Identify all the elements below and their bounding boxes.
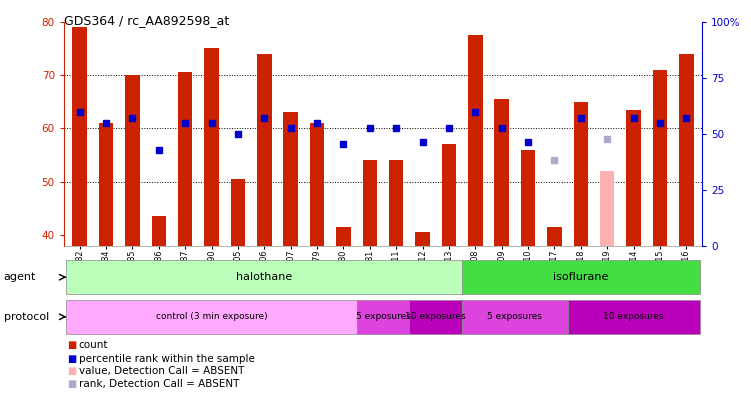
Bar: [67, 300, 357, 334]
Text: 10 exposures: 10 exposures: [406, 312, 466, 321]
Bar: [204, 48, 219, 246]
Bar: [152, 216, 166, 246]
Bar: [389, 160, 403, 246]
Bar: [547, 227, 562, 246]
Bar: [462, 300, 568, 334]
Text: control (3 min exposure): control (3 min exposure): [155, 312, 267, 321]
Bar: [363, 160, 377, 246]
Text: ■: ■: [68, 341, 77, 350]
Bar: [310, 123, 324, 246]
Text: 5 exposures: 5 exposures: [355, 312, 411, 321]
Bar: [600, 171, 614, 246]
Text: 10 exposures: 10 exposures: [603, 312, 664, 321]
Text: isoflurane: isoflurane: [553, 272, 608, 282]
Bar: [462, 260, 699, 294]
Bar: [67, 260, 462, 294]
Text: value, Detection Call = ABSENT: value, Detection Call = ABSENT: [79, 366, 244, 376]
Bar: [357, 300, 409, 334]
Bar: [257, 54, 272, 246]
Bar: [415, 232, 430, 246]
Bar: [626, 110, 641, 246]
Bar: [574, 102, 588, 246]
Bar: [653, 70, 667, 246]
Bar: [442, 144, 456, 246]
Text: GDS364 / rc_AA892598_at: GDS364 / rc_AA892598_at: [64, 14, 229, 27]
Text: count: count: [79, 341, 108, 350]
Bar: [336, 227, 351, 246]
Bar: [494, 99, 509, 246]
Text: ■: ■: [68, 366, 77, 376]
Bar: [178, 72, 192, 246]
Text: rank, Detection Call = ABSENT: rank, Detection Call = ABSENT: [79, 379, 240, 389]
Bar: [521, 150, 535, 246]
Bar: [231, 179, 245, 246]
Text: protocol: protocol: [4, 312, 49, 322]
Text: agent: agent: [4, 272, 36, 282]
Bar: [125, 75, 140, 246]
Bar: [283, 112, 298, 246]
Text: percentile rank within the sample: percentile rank within the sample: [79, 354, 255, 364]
Text: halothane: halothane: [236, 272, 292, 282]
Bar: [72, 27, 87, 246]
Text: 5 exposures: 5 exposures: [487, 312, 542, 321]
Text: ■: ■: [68, 354, 77, 364]
Bar: [568, 300, 699, 334]
Bar: [409, 300, 462, 334]
Bar: [99, 123, 113, 246]
Text: ■: ■: [68, 379, 77, 389]
Bar: [468, 35, 483, 246]
Bar: [679, 54, 694, 246]
